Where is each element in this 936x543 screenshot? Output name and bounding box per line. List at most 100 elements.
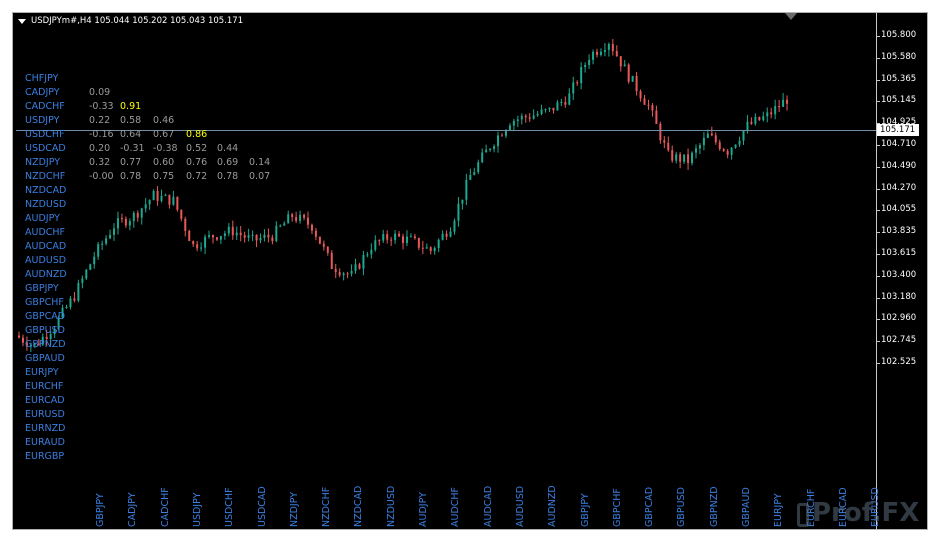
candle-bull [49,334,52,339]
candle-bear [295,217,298,221]
price-axis-tick [876,232,880,234]
candle-bull [204,236,207,248]
x-axis-label: NZDJPY [288,491,300,527]
candle-bear [714,135,717,143]
candle-bull [77,283,80,301]
candle-bull [409,236,412,238]
candle-bull [520,115,523,120]
candle-bull [766,112,769,117]
candle-bull [730,147,733,155]
candle-bull [504,130,507,136]
correlation-value: 0.64 [120,129,142,140]
candle-bull [742,130,745,141]
candle-bull [405,236,408,243]
candle-bear [429,247,432,252]
candle-bull [81,278,84,284]
price-axis-label: 104.055 [881,204,917,215]
correlation-value: -0.16 [89,129,114,140]
candle-bear [659,123,662,141]
pair-label: USDCAD [25,143,66,154]
candle-bull [544,109,547,111]
candle-bull [370,249,373,255]
price-axis-tick [876,57,880,59]
candle-bear [196,244,199,249]
candle-bear [778,106,781,108]
candle-bear [358,264,361,269]
candle-bull [481,152,484,163]
correlation-value: 0.58 [120,115,142,126]
candle-bear [338,272,341,276]
candle-bear [651,105,654,111]
candle-bull [540,109,543,114]
chart-symbol-header: USDJPYm#,H4 105.044 105.202 105.043 105.… [31,16,244,26]
candle-bull [148,200,151,205]
chart-shift-marker-icon[interactable] [785,13,797,20]
watermark-logo-icon [797,503,809,527]
candle-bull [572,82,575,94]
x-axis-label: NZDUSD [385,485,397,527]
correlation-value: -0.00 [89,171,114,182]
candle-bull [208,235,211,237]
correlation-value: 0.78 [120,171,142,182]
candle-bull [275,225,278,242]
candle-bull [623,64,626,67]
pair-label: GBPCHF [25,297,64,308]
candle-bear [215,237,218,240]
candle-bull [263,234,266,239]
candle-bull [69,298,72,308]
x-axis-label: GBPAUD [741,487,752,527]
x-axis-label: GBPJPY [579,493,591,527]
candle-bear [307,217,310,225]
price-axis-tick [876,363,880,364]
candle-bear [136,212,139,218]
candle-bear [671,150,674,161]
price-axis-label: 104.490 [881,160,917,171]
price-axis-label: 102.745 [881,335,917,346]
candle-bear [231,226,234,236]
candle-bull [675,154,678,161]
pair-label: USDJPY [25,115,60,126]
x-axis-label: NZDCHF [321,486,333,527]
x-axis-label: AUDJPY [418,492,429,527]
chart-menu-arrow-icon[interactable] [18,19,26,24]
price-axis-label: 103.180 [881,291,917,302]
candle-bear [687,154,690,164]
pair-label: NZDCHF [25,171,66,182]
correlation-value: 0.46 [153,115,175,126]
correlation-value: 0.76 [186,157,208,168]
candle-bull [568,93,571,105]
pair-label: AUDUSD [25,255,67,266]
price-axis-tick [876,319,880,321]
candle-bull [350,270,353,274]
candle-bear [564,101,567,105]
candle-bull [366,254,369,256]
candle-bear [722,149,725,151]
candle-bull [508,125,511,131]
candle-bull [449,231,452,237]
pair-label: AUDCAD [25,241,67,252]
correlation-value: 0.20 [89,143,111,154]
candle-bull [607,44,610,50]
price-axis-label: 105.365 [881,73,917,84]
candle-bear [18,335,20,338]
price-axis-tick [876,123,880,125]
candle-bear [45,336,48,339]
candle-bull [374,240,377,250]
candle-bear [402,236,405,243]
chart-window[interactable] [12,12,928,530]
candle-bull [164,194,167,196]
pair-label: EURCHF [25,381,64,392]
candle-bull [93,256,96,265]
pair-label: AUDJPY [25,213,60,224]
candle-bull [144,204,147,209]
candle-bear [37,343,40,345]
candle-bull [782,99,785,107]
candle-bull [89,264,92,270]
price-axis-tick [876,297,880,299]
pair-label: CADJPY [25,87,60,98]
candle-bull [536,113,539,116]
candle-bull [548,107,551,110]
pair-label: USDCHF [25,129,65,140]
candle-bull [433,247,436,252]
